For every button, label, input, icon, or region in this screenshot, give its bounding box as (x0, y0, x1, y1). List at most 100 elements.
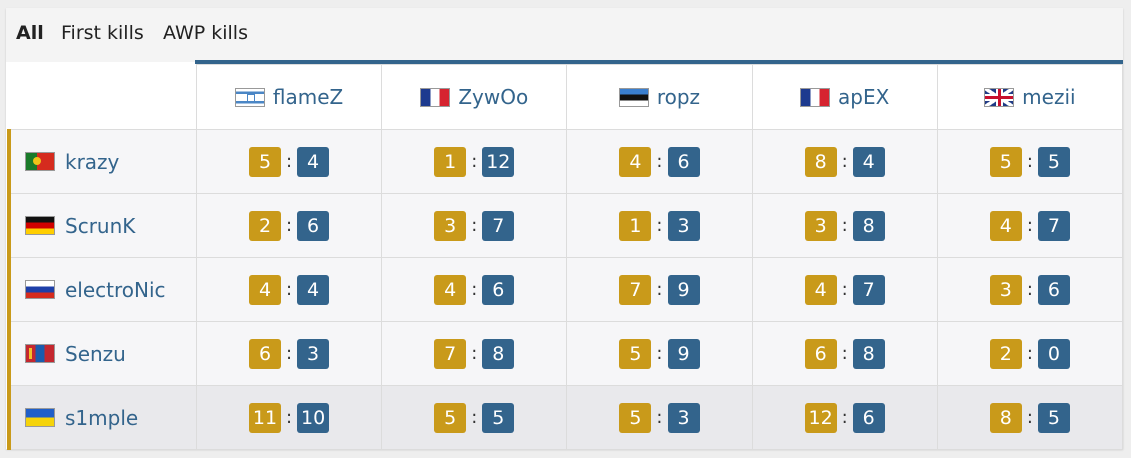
score-cell: 3:7 (381, 193, 568, 258)
row-player-kills-badge: 4 (434, 274, 467, 305)
score-cell: 5:3 (566, 385, 753, 450)
ukraine-flag-icon (25, 408, 55, 427)
column-header: ropz (566, 64, 753, 130)
tab-awp-kills[interactable]: AWP kills (163, 22, 248, 44)
kill-score: 4:6 (434, 274, 515, 305)
score-cell: 8:5 (936, 385, 1124, 450)
kill-score: 6:3 (249, 338, 330, 369)
column-player-kills-badge: 12 (482, 146, 515, 177)
table-row: ScrunK 2:6 3:7 1:3 3:8 4:7 (6, 193, 1124, 258)
kill-score: 4:7 (989, 210, 1070, 241)
table-row: Senzu 6:3 7:8 5:9 6:8 2:0 (6, 321, 1124, 386)
estonia-flag-icon (618, 87, 649, 107)
score-cell: 4:7 (751, 257, 938, 322)
france-flag-icon (800, 87, 831, 107)
row-player-kills-badge: 5 (619, 338, 652, 369)
score-separator: : (286, 343, 293, 364)
column-player-kills-badge: 5 (1037, 146, 1070, 177)
score-separator: : (286, 279, 293, 300)
kill-score: 8:4 (804, 146, 885, 177)
score-separator: : (1026, 215, 1033, 236)
kill-score: 5:9 (619, 338, 700, 369)
column-player-kills-badge: 4 (852, 146, 885, 177)
column-player-kills-badge: 6 (1037, 274, 1070, 305)
player-link-apex[interactable]: apEX (838, 85, 890, 109)
score-cell: 5:4 (195, 129, 383, 194)
column-player-kills-badge: 6 (482, 274, 515, 305)
column-player-kills-badge: 7 (1037, 210, 1070, 241)
score-separator: : (286, 407, 293, 428)
column-header-row: flameZ ZywOo ropz apEX mezii (9, 64, 1124, 130)
score-separator: : (656, 151, 663, 172)
score-cell: 11:10 (195, 385, 383, 450)
russia-flag-icon (25, 280, 55, 299)
player-link-senzu[interactable]: Senzu (65, 341, 126, 366)
column-player-kills-badge: 4 (297, 274, 330, 305)
score-separator: : (471, 343, 478, 364)
row-player-kills-badge: 5 (249, 146, 282, 177)
row-player-kills-badge: 7 (434, 338, 467, 369)
kill-score: 2:6 (249, 210, 330, 241)
column-player-kills-badge: 7 (482, 210, 515, 241)
column-header: flameZ (195, 64, 383, 130)
header-accent-bar (195, 60, 1123, 64)
tab-all[interactable]: All (16, 22, 44, 44)
column-player-kills-badge: 0 (1037, 338, 1070, 369)
kill-score: 3:8 (804, 210, 885, 241)
score-separator: : (841, 279, 848, 300)
row-player-kills-badge: 4 (989, 210, 1022, 241)
kill-score: 4:4 (249, 274, 330, 305)
score-cell: 3:6 (936, 257, 1124, 322)
column-player-kills-badge: 8 (852, 210, 885, 241)
player-link-krazy[interactable]: krazy (65, 149, 120, 174)
player-link-zywoo[interactable]: ZywOo (458, 85, 529, 109)
score-separator: : (1026, 279, 1033, 300)
player-link-electronic[interactable]: electroNic (65, 277, 166, 302)
score-cell: 1:12 (381, 129, 568, 194)
column-player-kills-badge: 6 (852, 402, 885, 433)
player-link-mezii[interactable]: mezii (1022, 85, 1076, 109)
row-player-kills-badge: 8 (989, 402, 1022, 433)
player-link-flamez[interactable]: flameZ (272, 85, 344, 109)
tab-first-kills[interactable]: First kills (61, 22, 144, 44)
score-separator: : (841, 215, 848, 236)
kill-score: 4:7 (804, 274, 885, 305)
score-cell: 7:8 (381, 321, 568, 386)
score-cell: 8:4 (751, 129, 938, 194)
column-header: mezii (936, 64, 1124, 130)
score-cell: 5:5 (936, 129, 1124, 194)
row-player-kills-badge: 5 (434, 402, 467, 433)
score-separator: : (471, 151, 478, 172)
player-link-ropz[interactable]: ropz (656, 85, 701, 109)
kill-score: 8:5 (989, 402, 1070, 433)
row-player-kills-badge: 1 (619, 210, 652, 241)
row-player-kills-badge: 3 (434, 210, 467, 241)
row-player-kills-badge: 3 (804, 210, 837, 241)
score-separator: : (656, 343, 663, 364)
table-row: electroNic 4:4 4:6 7:9 4:7 3:6 (6, 257, 1124, 322)
row-player-kills-badge: 7 (619, 274, 652, 305)
table-row: krazy 5:4 1:12 4:6 8:4 5:5 (6, 129, 1124, 194)
row-player-kills-badge: 1 (434, 146, 467, 177)
score-separator: : (841, 151, 848, 172)
israel-flag-icon (234, 87, 265, 107)
germany-flag-icon (25, 216, 55, 235)
row-player-kills-badge: 4 (804, 274, 837, 305)
score-cell: 4:7 (936, 193, 1124, 258)
column-player-kills-badge: 3 (297, 338, 330, 369)
player-link-s1mple[interactable]: s1mple (65, 405, 139, 430)
score-cell: 5:9 (566, 321, 753, 386)
player-link-scrunk[interactable]: ScrunK (65, 213, 136, 238)
row-player-kills-badge: 4 (249, 274, 282, 305)
score-cell: 2:0 (936, 321, 1124, 386)
kill-score: 5:5 (434, 402, 515, 433)
score-cell: 3:8 (751, 193, 938, 258)
score-cell: 7:9 (566, 257, 753, 322)
head-to-head-table: flameZ ZywOo ropz apEX mezii krazy 5:4 1:1… (6, 64, 1124, 450)
kill-score: 5:4 (249, 146, 330, 177)
row-header: electroNic (6, 257, 197, 322)
score-separator: : (656, 215, 663, 236)
score-separator: : (841, 407, 848, 428)
column-player-kills-badge: 4 (297, 146, 330, 177)
row-player-kills-badge: 5 (619, 402, 652, 433)
